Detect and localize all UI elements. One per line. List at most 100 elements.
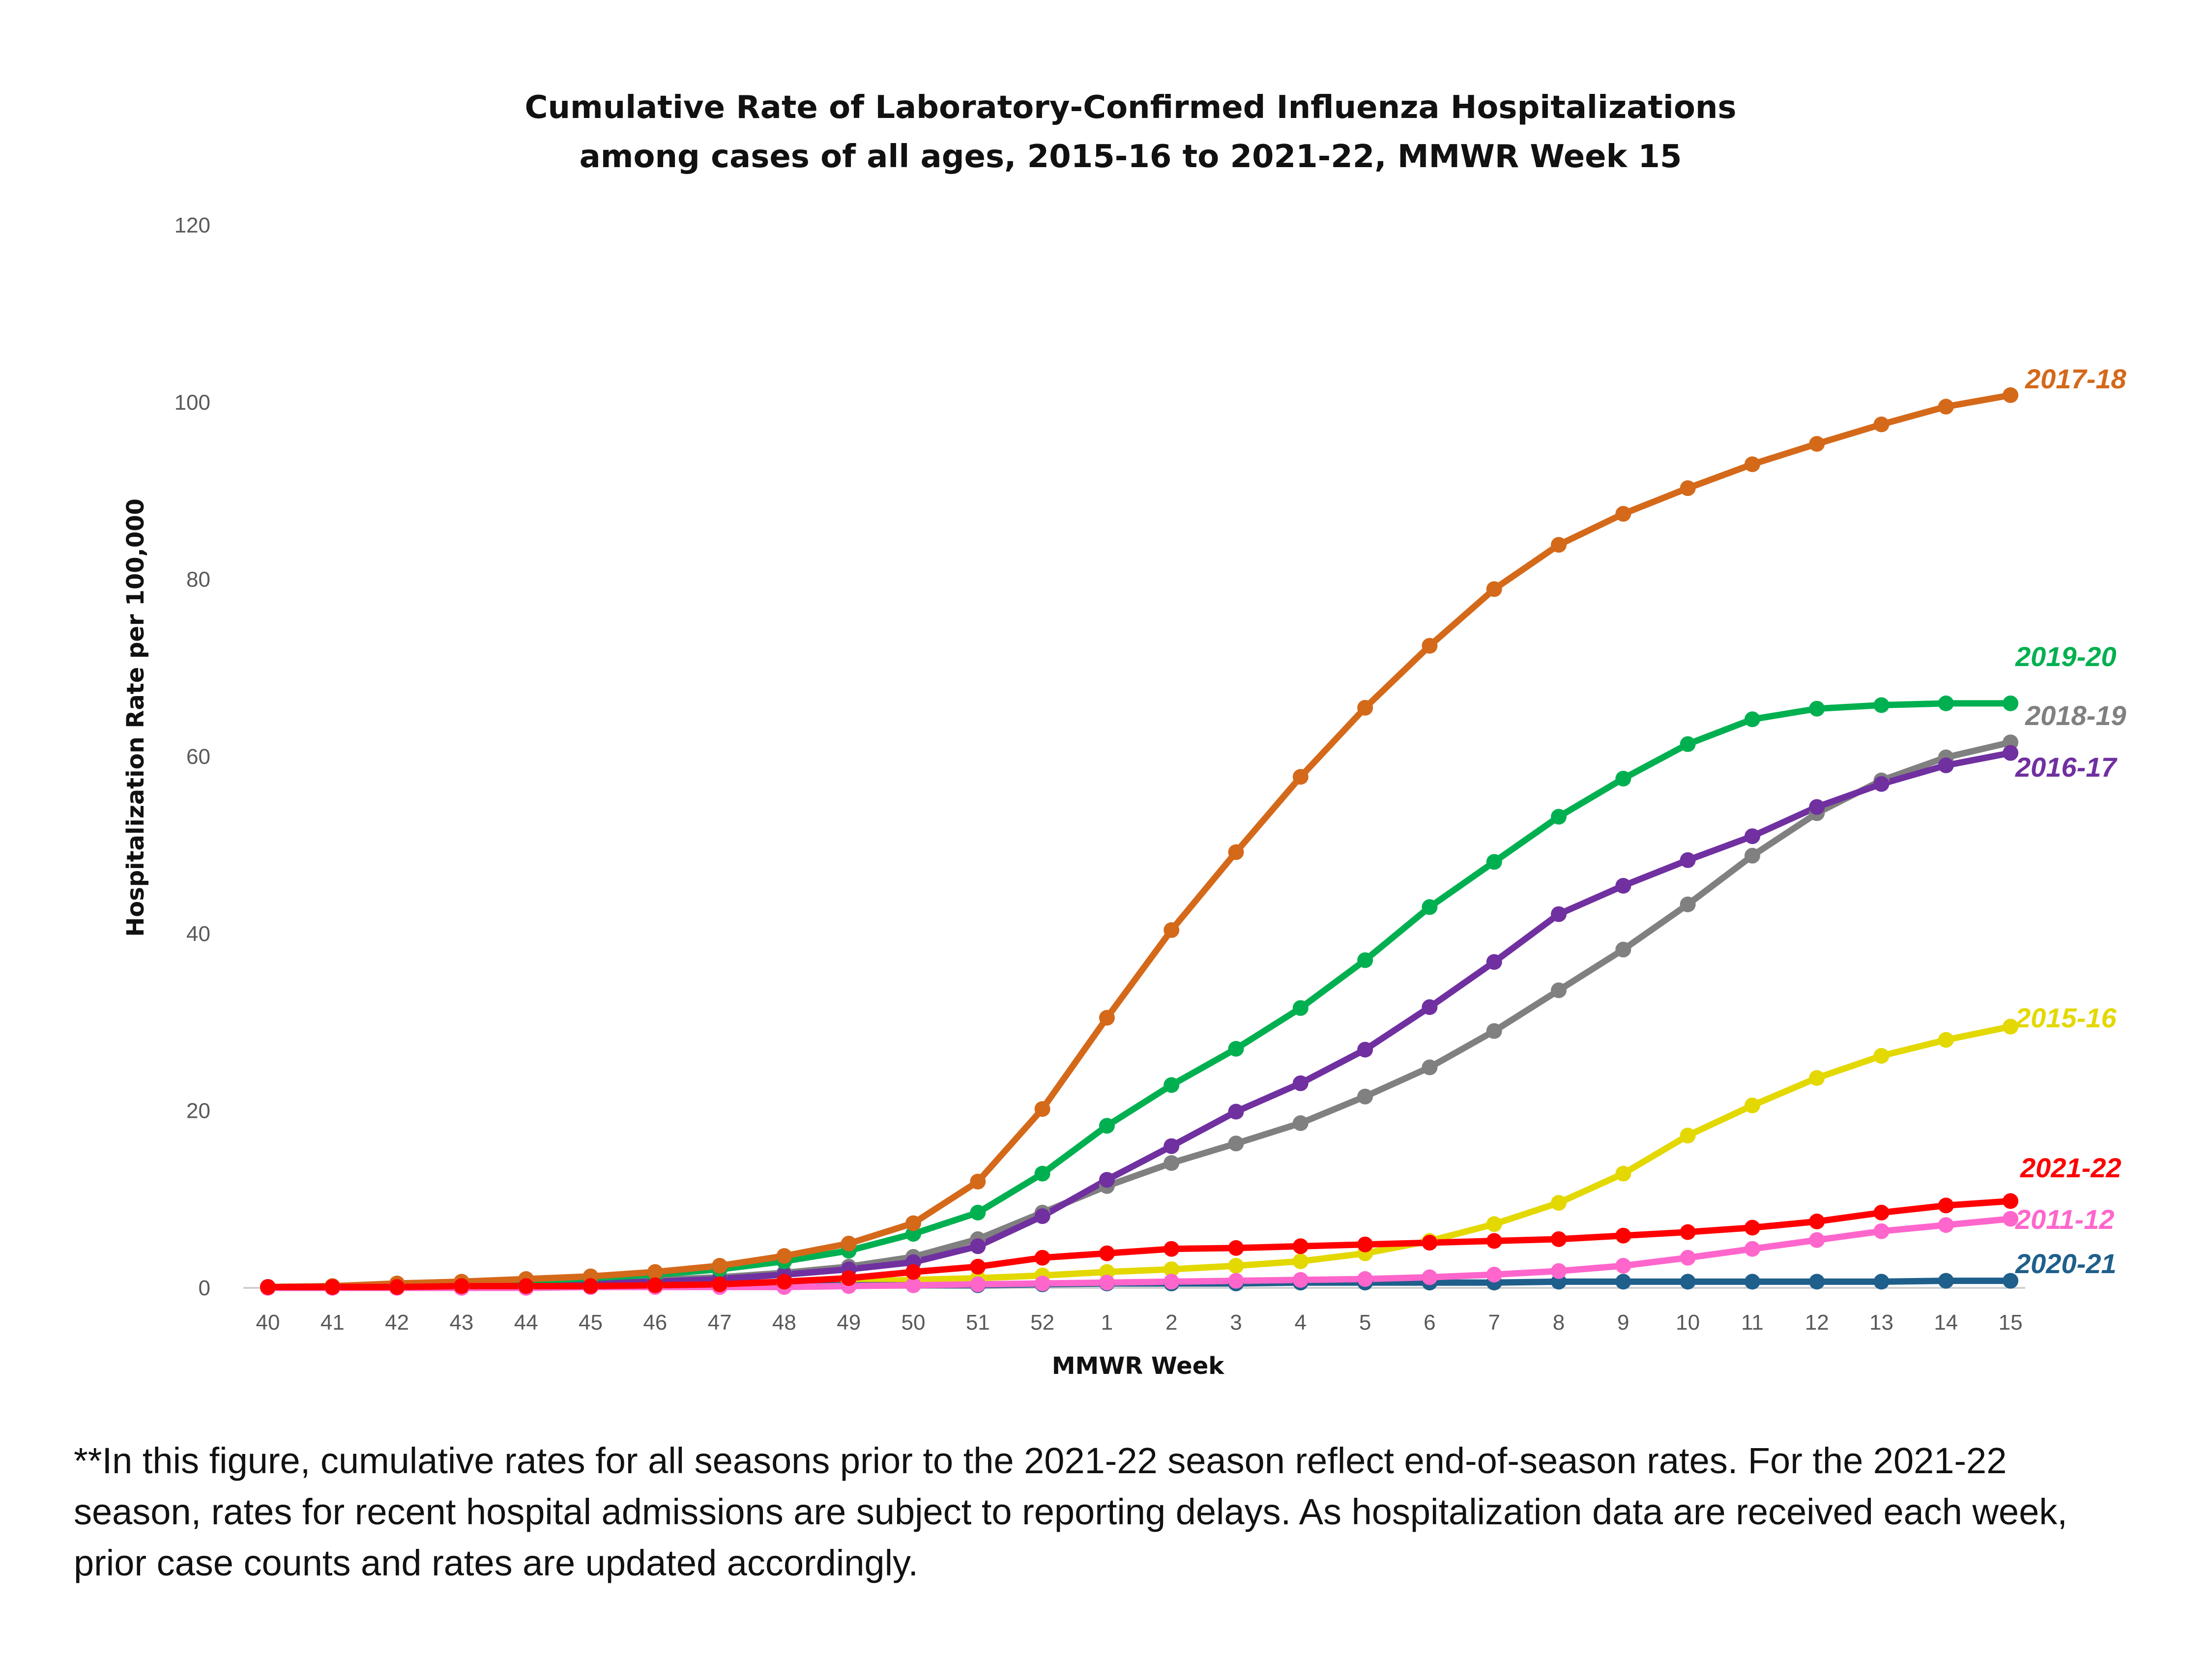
series-label-2021-22: 2021-22 bbox=[2020, 1152, 2122, 1183]
y-tick-label: 80 bbox=[186, 568, 210, 592]
x-tick-label: 1 bbox=[1101, 1310, 1113, 1335]
data-point-2016-17 bbox=[1680, 852, 1696, 868]
data-point-2019-20 bbox=[1615, 771, 1631, 786]
data-point-2017-18 bbox=[970, 1173, 986, 1190]
data-point-2015-16 bbox=[1744, 1097, 1760, 1113]
data-point-2011-12 bbox=[905, 1277, 921, 1293]
data-point-2018-19 bbox=[1357, 1088, 1373, 1105]
data-point-2015-16 bbox=[1164, 1261, 1180, 1278]
x-tick-label: 3 bbox=[1230, 1310, 1242, 1335]
data-point-2021-22 bbox=[1486, 1233, 1502, 1249]
data-point-2021-22 bbox=[1680, 1224, 1696, 1240]
data-point-2011-12 bbox=[1292, 1272, 1309, 1288]
data-point-2016-17 bbox=[1486, 954, 1502, 970]
data-point-2015-16 bbox=[1680, 1128, 1696, 1144]
x-tick-label: 41 bbox=[320, 1310, 345, 1335]
x-tick-label: 45 bbox=[579, 1310, 603, 1335]
series-line-2018-19 bbox=[264, 739, 2014, 1290]
data-point-2021-22 bbox=[712, 1276, 728, 1292]
data-point-2017-18 bbox=[1164, 922, 1180, 938]
data-point-2011-12 bbox=[1228, 1273, 1244, 1289]
data-point-2011-12 bbox=[1357, 1271, 1373, 1287]
data-point-2021-22 bbox=[1873, 1204, 1890, 1221]
x-tick-label: 2 bbox=[1165, 1310, 1177, 1335]
data-point-2018-19 bbox=[1551, 982, 1567, 998]
data-point-2021-22 bbox=[1551, 1231, 1567, 1247]
data-point-2016-17 bbox=[1873, 776, 1890, 792]
data-point-2021-22 bbox=[1034, 1250, 1050, 1266]
x-axis-label: MMWR Week bbox=[1052, 1352, 1224, 1380]
data-point-2018-19 bbox=[1615, 941, 1631, 958]
data-point-2021-22 bbox=[1744, 1220, 1760, 1236]
data-point-2016-17 bbox=[970, 1238, 986, 1254]
data-point-2019-20 bbox=[1357, 952, 1373, 968]
chart-title-line-2: among cases of all ages, 2015-16 to 2021… bbox=[580, 139, 1682, 175]
data-point-2021-22 bbox=[776, 1274, 792, 1290]
y-tick-label: 120 bbox=[175, 213, 210, 237]
data-point-2021-22 bbox=[647, 1277, 663, 1293]
data-point-2021-22 bbox=[1422, 1235, 1438, 1251]
data-point-2016-17 bbox=[1809, 799, 1825, 815]
x-tick-label: 43 bbox=[449, 1310, 473, 1335]
data-point-2020-21 bbox=[1680, 1274, 1696, 1290]
data-point-2019-20 bbox=[1809, 700, 1825, 717]
data-point-2018-19 bbox=[1164, 1155, 1180, 1171]
data-point-2017-18 bbox=[1873, 416, 1890, 433]
data-point-2015-16 bbox=[1228, 1258, 1244, 1274]
x-tick-label: 46 bbox=[643, 1310, 667, 1335]
data-point-2017-18 bbox=[1809, 436, 1825, 452]
footnote: **In this figure, cumulative rates for a… bbox=[74, 1440, 2067, 1583]
data-point-2011-12 bbox=[1809, 1232, 1825, 1248]
data-point-2019-20 bbox=[1292, 1000, 1309, 1016]
data-point-2017-18 bbox=[1422, 638, 1438, 654]
data-point-2019-20 bbox=[1164, 1077, 1180, 1093]
series-points bbox=[260, 387, 2019, 1296]
data-point-2015-16 bbox=[1873, 1048, 1890, 1064]
x-tick-label: 13 bbox=[1869, 1310, 1893, 1335]
data-point-2015-16 bbox=[1938, 1032, 1954, 1048]
data-point-2015-16 bbox=[2003, 1019, 2019, 1035]
data-point-2019-20 bbox=[1486, 854, 1502, 870]
data-point-2019-20 bbox=[2003, 695, 2019, 711]
data-point-2015-16 bbox=[1292, 1253, 1309, 1269]
x-tick-label: 7 bbox=[1488, 1310, 1500, 1335]
data-point-2018-19 bbox=[1292, 1115, 1309, 1131]
data-point-2021-22 bbox=[1809, 1213, 1825, 1229]
data-point-2017-18 bbox=[2003, 387, 2019, 403]
series-line-2021-22 bbox=[264, 1197, 2014, 1290]
data-point-2021-22 bbox=[1357, 1236, 1373, 1252]
data-point-2017-18 bbox=[1680, 480, 1696, 496]
data-point-2017-18 bbox=[1938, 399, 1954, 415]
x-tick-label: 9 bbox=[1617, 1310, 1629, 1335]
x-tick-label: 44 bbox=[514, 1310, 538, 1335]
data-point-2015-16 bbox=[1809, 1070, 1825, 1086]
data-point-2016-17 bbox=[1551, 906, 1567, 922]
data-point-2015-16 bbox=[1486, 1216, 1502, 1232]
series-line-2019-20 bbox=[264, 700, 2014, 1290]
data-point-2017-18 bbox=[1486, 581, 1502, 597]
data-point-2019-20 bbox=[1034, 1165, 1050, 1182]
data-point-2019-20 bbox=[1938, 695, 1954, 711]
data-point-2018-19 bbox=[1680, 896, 1696, 912]
data-point-2011-12 bbox=[1615, 1258, 1631, 1274]
data-point-2016-17 bbox=[1034, 1208, 1050, 1224]
data-point-2021-22 bbox=[1228, 1240, 1244, 1256]
series-labels: 2017-18 2019-20 2018-19 2016-17 2015-16 2021-… bbox=[2015, 363, 2126, 1279]
data-point-2016-17 bbox=[1615, 878, 1631, 894]
x-tick-label: 5 bbox=[1359, 1310, 1371, 1335]
chart: Cumulative Rate of Laboratory-Confirmed … bbox=[122, 89, 2126, 1380]
data-point-2016-17 bbox=[1357, 1042, 1373, 1058]
series-label-2011-12: 2011-12 bbox=[2015, 1204, 2114, 1235]
data-point-2018-19 bbox=[1422, 1059, 1438, 1076]
data-point-2017-18 bbox=[1099, 1010, 1115, 1026]
data-point-2011-12 bbox=[1099, 1275, 1115, 1291]
data-point-2011-12 bbox=[1744, 1241, 1760, 1257]
series-line-2017-18 bbox=[264, 392, 2014, 1290]
data-point-2021-22 bbox=[1615, 1227, 1631, 1244]
x-tick-label: 10 bbox=[1676, 1310, 1700, 1335]
data-point-2019-20 bbox=[1680, 736, 1696, 752]
data-point-2020-21 bbox=[1809, 1274, 1825, 1290]
data-point-2017-18 bbox=[1551, 537, 1567, 553]
data-point-2017-18 bbox=[1228, 844, 1244, 860]
data-point-2016-17 bbox=[1099, 1172, 1115, 1188]
